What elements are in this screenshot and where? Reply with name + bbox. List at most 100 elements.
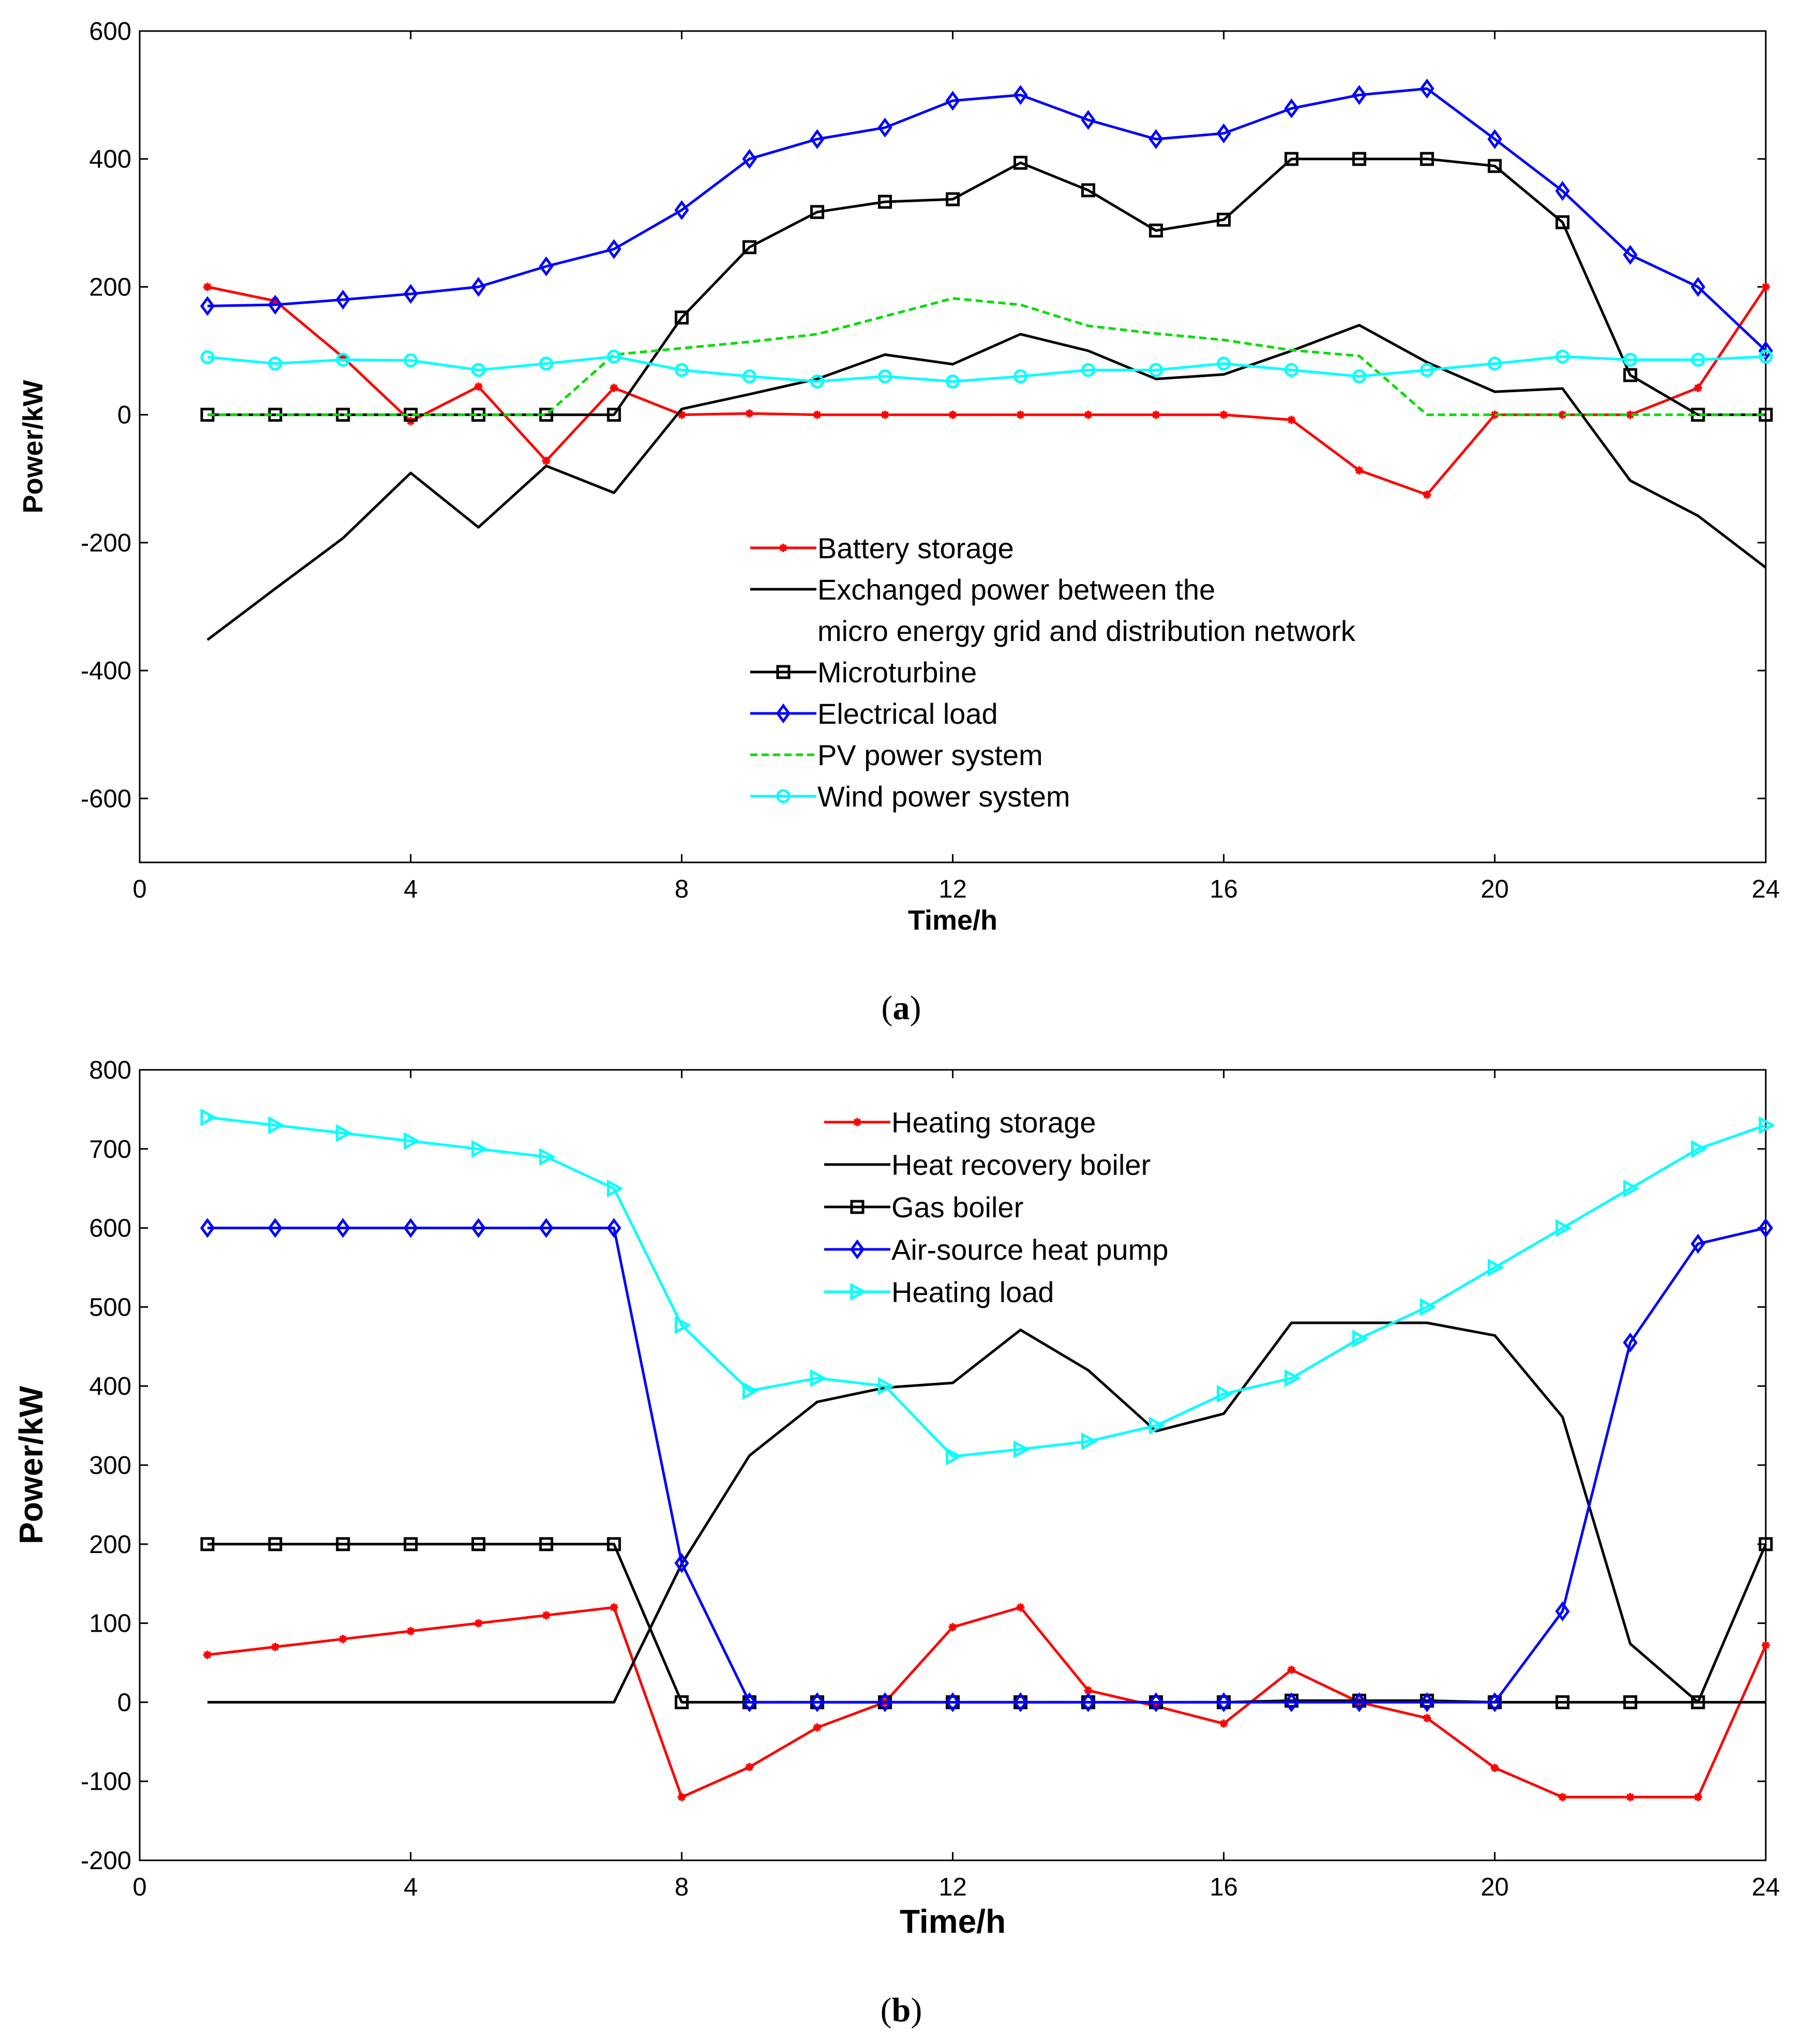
a-point-wind-power-system	[471, 363, 486, 377]
b-point-heating-storage	[1626, 1793, 1635, 1801]
a-point-wind-power-system	[810, 374, 825, 389]
a-legend-item-pv-power-system: PV power system	[750, 739, 1043, 771]
b-line-heating-storage	[207, 1606, 1767, 1799]
b-point-heating-load	[1352, 1330, 1369, 1348]
b-point-air-source-heat-pump	[674, 1553, 689, 1573]
a-point-wind-power-system	[1487, 356, 1502, 371]
b-point-air-source-heat-pump	[200, 1218, 215, 1238]
b-point-air-source-heat-pump	[1216, 1692, 1231, 1712]
a-point-battery-storage	[1355, 466, 1364, 475]
a-point-electrical-load	[742, 149, 757, 169]
b-point-air-source-heat-pump	[1352, 1692, 1367, 1712]
a-point-wind-power-system	[268, 356, 282, 371]
b-point-heating-load	[268, 1116, 285, 1135]
b-point-air-source-heat-pump	[471, 1218, 486, 1238]
b-x-tick-label: 16	[1210, 1873, 1238, 1901]
a-point-microturbine	[1487, 159, 1502, 173]
b-y-tick-label: 0	[117, 1689, 131, 1717]
caption-b: (b)	[881, 1991, 922, 2029]
a-point-electrical-load	[810, 129, 825, 150]
b-point-heating-load	[1216, 1385, 1233, 1403]
b-point-air-source-heat-pump	[1555, 1601, 1570, 1621]
b-point-heating-load	[1013, 1440, 1030, 1458]
a-x-tick-label: 20	[1481, 875, 1509, 903]
b-legend-marker	[853, 1118, 861, 1126]
a-y-tick-label: -400	[81, 657, 131, 685]
b-point-heating-load	[200, 1108, 217, 1126]
b-point-heating-storage	[948, 1623, 957, 1632]
a-x-tick-label: 0	[132, 875, 146, 903]
a-point-electrical-load	[1081, 110, 1096, 130]
a-legend-label: Microturbine	[817, 656, 977, 689]
a-point-wind-power-system	[539, 356, 554, 371]
caption-a-close: )	[910, 989, 921, 1027]
a-plot-frame	[139, 30, 1767, 863]
b-point-heating-load	[878, 1377, 895, 1395]
a-point-battery-storage	[677, 410, 686, 419]
b-point-air-source-heat-pump	[267, 1218, 283, 1238]
b-legend-item-heating-load: Heating load	[824, 1276, 1054, 1308]
b-y-tick-label: 400	[89, 1372, 131, 1400]
a-point-battery-storage	[1491, 410, 1499, 419]
a-point-microturbine	[1149, 223, 1163, 238]
a-legend-item-electrical-load: Electrical load	[750, 697, 998, 730]
b-point-heating-load	[1420, 1298, 1437, 1316]
b-point-air-source-heat-pump	[539, 1218, 554, 1238]
b-point-gas-boiler	[268, 1537, 282, 1551]
a-point-wind-power-system	[1420, 363, 1434, 377]
chart-a: 0 4 8 12 16 20 24 -600 -400 -200 0 200 400 600 Time/h P…	[18, 18, 1780, 936]
b-point-air-source-heat-pump	[945, 1692, 960, 1712]
a-point-electrical-load	[1149, 129, 1164, 150]
b-point-air-source-heat-pump	[1081, 1692, 1096, 1712]
a-legend-item-exchanged-power-between-the-micro-energy-grid-and-distribution-network: Exchanged power between the micro energy …	[750, 573, 1356, 647]
b-point-heating-storage	[542, 1611, 550, 1620]
a-point-wind-power-system	[742, 369, 757, 384]
a-point-wind-power-system	[1759, 349, 1773, 364]
a-legend-label: PV power system	[817, 739, 1043, 771]
a-point-microturbine	[1013, 156, 1027, 170]
a-point-wind-power-system	[1555, 349, 1570, 364]
a-point-electrical-load	[945, 91, 960, 111]
a-point-electrical-load	[877, 117, 892, 138]
b-x-tick-label: 4	[404, 1873, 418, 1901]
b-legend-label: Heat recovery boiler	[891, 1148, 1151, 1181]
a-series-electrical-load	[200, 79, 1774, 361]
b-point-gas-boiler	[1555, 1695, 1570, 1709]
a-point-wind-power-system	[1352, 369, 1366, 384]
a-legend: Battery storage Exchanged power between t…	[750, 532, 1356, 813]
a-point-battery-storage	[203, 282, 212, 291]
a-point-microturbine	[946, 192, 960, 206]
a-point-electrical-load	[1216, 123, 1231, 144]
a-point-wind-power-system	[878, 369, 892, 384]
b-point-heating-load	[539, 1147, 556, 1166]
b-point-air-source-heat-pump	[1758, 1218, 1774, 1238]
b-point-heating-storage	[1084, 1686, 1093, 1695]
b-point-heating-load	[607, 1180, 623, 1198]
a-legend-item-wind-power-system: Wind power system	[750, 780, 1070, 813]
a-point-electrical-load	[1690, 277, 1706, 297]
b-point-gas-boiler	[1691, 1695, 1705, 1709]
a-point-wind-power-system	[1284, 363, 1299, 377]
a-line-microturbine	[207, 157, 1766, 416]
caption-a-open: (	[882, 989, 893, 1027]
b-point-heating-load	[1555, 1219, 1572, 1237]
b-legend: Heating storage Heat recovery boiler Gas b…	[824, 1106, 1168, 1308]
a-legend-marker	[776, 665, 791, 679]
a-point-microturbine	[1420, 152, 1434, 166]
a-point-battery-storage	[948, 410, 957, 419]
a-line-exchanged-power-between-the-micro-energy-grid-and-distribution-network	[206, 324, 1767, 641]
b-point-heating-storage	[677, 1793, 686, 1801]
b-point-heating-storage	[1558, 1793, 1567, 1801]
a-point-wind-power-system	[1081, 363, 1095, 377]
a-point-electrical-load	[606, 239, 621, 259]
a-point-electrical-load	[1622, 245, 1638, 265]
chart-b: 0 4 8 12 16 20 24 -200 -100 0 100 200 300 400 500 600 70…	[12, 1056, 1780, 1940]
b-point-heating-load	[471, 1140, 488, 1158]
a-legend-label: Exchanged power between the	[817, 573, 1215, 606]
b-y-tick-label: 100	[89, 1610, 131, 1638]
a-point-battery-storage	[1152, 410, 1160, 419]
a-point-battery-storage	[542, 456, 550, 465]
b-point-gas-boiler	[539, 1537, 554, 1551]
b-point-gas-boiler	[675, 1695, 689, 1709]
a-y-tick-label: 0	[117, 401, 131, 429]
